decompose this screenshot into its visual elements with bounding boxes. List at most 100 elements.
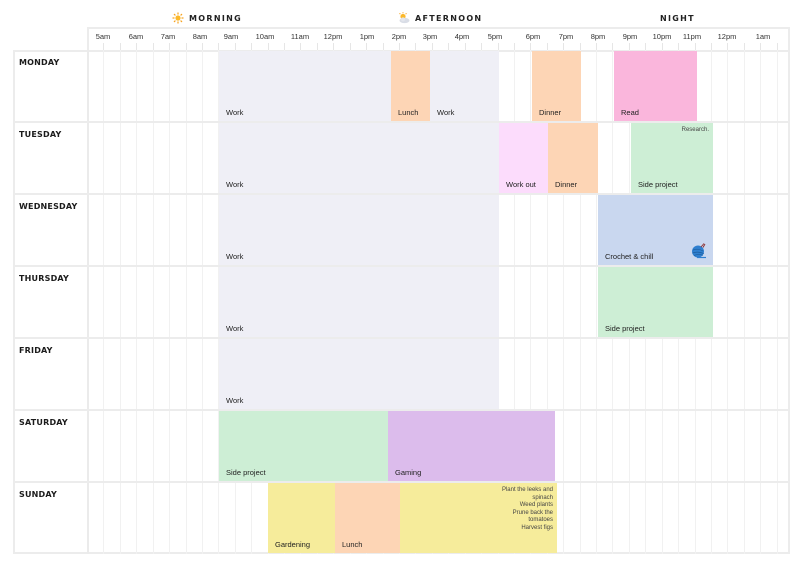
event-block-crochet-chill[interactable]: Crochet & chill	[598, 195, 713, 265]
grid-vline	[218, 50, 219, 554]
day-label-sunday: SUNDAY	[19, 490, 58, 499]
hour-label: 1pm	[359, 32, 375, 41]
header-tick	[136, 43, 137, 50]
grid-vline	[87, 50, 89, 554]
header-tick	[448, 43, 449, 50]
header-tick	[777, 43, 778, 50]
event-block-notes[interactable]: Plant the leeks and spinach Weed plants Pru…	[400, 483, 557, 553]
event-label: Work	[226, 252, 244, 261]
grid-vline	[580, 50, 581, 554]
header-tick	[218, 43, 219, 50]
hour-label: 9pm	[622, 32, 638, 41]
event-block-work[interactable]: Work	[219, 195, 499, 265]
hour-label: 4pm	[454, 32, 470, 41]
grid-vline	[186, 50, 187, 554]
time-header	[87, 27, 790, 50]
hour-label: 9am	[223, 32, 239, 41]
header-tick	[103, 43, 104, 50]
header-tick	[383, 43, 384, 50]
grid-vline	[202, 50, 203, 554]
day-label-saturday: SATURDAY	[19, 418, 68, 427]
event-label: Work	[437, 108, 455, 117]
period-morning: MORNING	[172, 11, 242, 25]
event-label: Work	[226, 396, 244, 405]
header-tick	[547, 43, 548, 50]
event-block-gardening[interactable]: Gardening	[268, 483, 335, 553]
event-block-work[interactable]: Work	[219, 51, 391, 121]
hour-label: 6am	[128, 32, 144, 41]
event-block-side-project[interactable]: Side project Research.	[631, 123, 713, 193]
event-block-read[interactable]: Read	[614, 51, 697, 121]
event-label: Work out	[506, 180, 536, 189]
grid-vline	[777, 50, 778, 554]
hour-label: 7am	[160, 32, 176, 41]
grid-vline	[169, 50, 170, 554]
grid-vline	[744, 50, 745, 554]
header-tick	[612, 43, 613, 50]
header-tick	[662, 43, 663, 50]
header-tick	[432, 43, 433, 50]
hour-label: 6pm	[525, 32, 541, 41]
header-tick	[629, 43, 630, 50]
hour-label: 10pm	[652, 32, 672, 41]
header-tick	[514, 43, 515, 50]
event-block-side-project[interactable]: Side project	[219, 411, 388, 481]
header-tick	[333, 43, 334, 50]
event-block-side-project[interactable]: Side project	[598, 267, 713, 337]
header-tick	[153, 43, 154, 50]
day-label-wednesday: WEDNESDAY	[19, 202, 78, 211]
event-block-work[interactable]: Work	[219, 267, 499, 337]
event-block-lunch[interactable]: Lunch	[391, 51, 430, 121]
hour-label: 7pm	[558, 32, 574, 41]
hour-label: 12pm	[323, 32, 343, 41]
period-afternoon: AFTERNOON	[398, 11, 482, 25]
row-divider	[13, 337, 790, 339]
header-tick	[760, 43, 761, 50]
row-divider	[13, 265, 790, 267]
event-block-work[interactable]: Work	[219, 123, 499, 193]
header-tick	[727, 43, 728, 50]
event-block-work[interactable]: Work	[430, 51, 499, 121]
header-tick	[678, 43, 679, 50]
header-tick	[300, 43, 301, 50]
event-block-gaming[interactable]: Gaming	[388, 411, 555, 481]
grid-vline	[103, 50, 104, 554]
event-label: Work	[226, 180, 244, 189]
header-tick	[317, 43, 318, 50]
event-label: Side project	[605, 324, 645, 333]
header-tick	[711, 43, 712, 50]
hour-label: 11am	[290, 32, 310, 41]
event-block-dinner[interactable]: Dinner	[548, 123, 598, 193]
hour-label: 3pm	[422, 32, 438, 41]
day-label-thursday: THURSDAY	[19, 274, 70, 283]
event-block-dinner[interactable]: Dinner	[532, 51, 581, 121]
grid-vline	[136, 50, 137, 554]
header-tick	[415, 43, 416, 50]
grid-vline	[563, 50, 564, 554]
event-block-work[interactable]: Work	[219, 339, 499, 409]
hour-label: 1am	[755, 32, 771, 41]
header-tick	[530, 43, 531, 50]
grid-vline	[120, 50, 121, 554]
header-tick	[580, 43, 581, 50]
header-tick	[202, 43, 203, 50]
header-tick	[399, 43, 400, 50]
header-tick	[169, 43, 170, 50]
hour-label: 10am	[255, 32, 275, 41]
hour-label: 12pm	[717, 32, 737, 41]
event-label: Gaming	[395, 468, 422, 477]
header-tick	[695, 43, 696, 50]
header-tick	[563, 43, 564, 50]
header-tick	[186, 43, 187, 50]
hour-label: 5pm	[487, 32, 503, 41]
sun-behind-cloud-icon	[398, 12, 410, 24]
day-label-monday: MONDAY	[19, 58, 60, 67]
event-block-work-out[interactable]: Work out	[499, 123, 548, 193]
row-divider	[13, 193, 790, 195]
hour-label: 2pm	[391, 32, 407, 41]
event-block-lunch[interactable]: Lunch	[335, 483, 400, 553]
period-label: MORNING	[189, 13, 242, 23]
period-label: NIGHT	[660, 13, 695, 23]
grid-vline	[530, 50, 531, 554]
header-tick	[268, 43, 269, 50]
